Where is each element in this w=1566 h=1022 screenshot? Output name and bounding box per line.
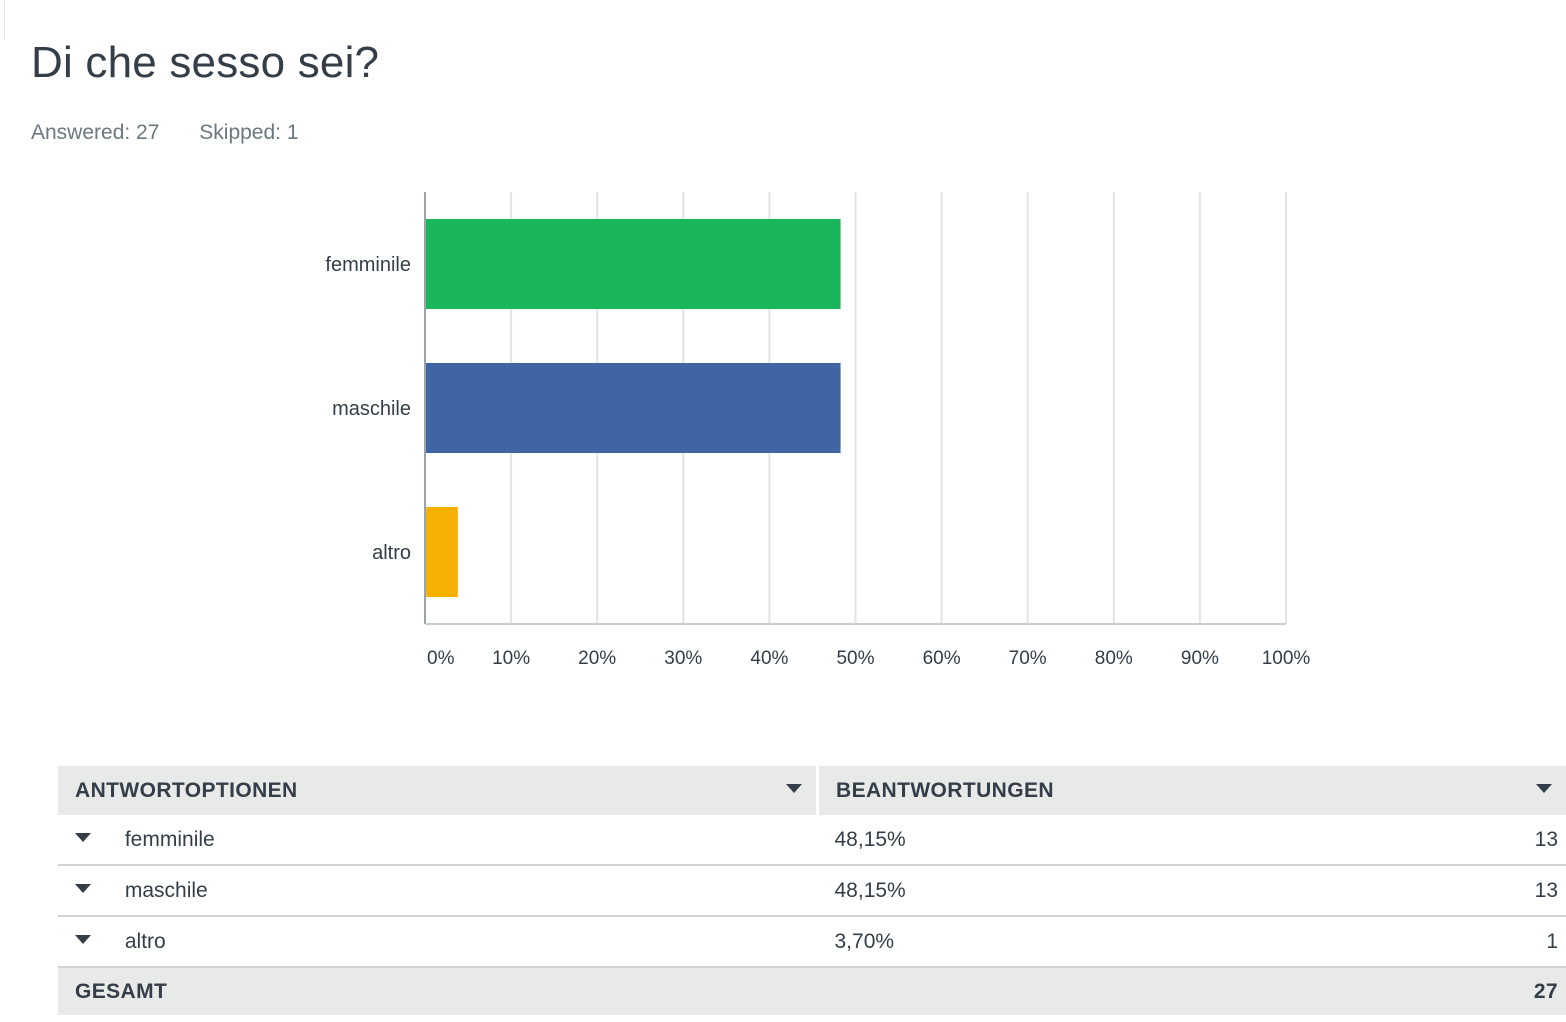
bar-chart: 0% 10% 20% 30% 40% 50% 60% 70% 80% 90% 100% femmini… — [325, 192, 1310, 669]
response-stats: Answered: 27 Skipped: 1 — [31, 121, 333, 145]
response-percent: 3,70% — [834, 929, 895, 953]
x-tick-label: 60% — [923, 648, 961, 669]
expand-caret-icon[interactable] — [75, 935, 91, 945]
table-header-row: ANTWORTOPTIONEN BEANTWORTUNGEN — [58, 766, 1566, 815]
category-label: altro — [372, 542, 411, 564]
table-row: femminile 48,15% 13 — [58, 815, 1566, 866]
skipped-count: Skipped: 1 — [199, 121, 299, 144]
x-tick-label: 40% — [750, 648, 788, 669]
expand-caret-icon[interactable] — [75, 833, 91, 843]
chart-labels: 0% 10% 20% 30% 40% 50% 60% 70% 80% 90% 100% femmini… — [325, 254, 1310, 669]
response-percent: 48,15% — [834, 827, 906, 851]
x-tick-label: 70% — [1009, 648, 1047, 669]
response-cell: 48,15% 13 — [817, 815, 1566, 866]
bar-femminile — [426, 219, 841, 309]
response-count: 1 — [1546, 929, 1558, 953]
answered-count: Answered: 27 — [31, 121, 160, 144]
header-answer-options[interactable]: ANTWORTOPTIONEN — [58, 766, 819, 815]
x-tick-label: 30% — [664, 648, 702, 669]
page-frame — [0, 0, 5, 40]
sort-caret-icon[interactable] — [1536, 784, 1552, 793]
response-percent: 48,15% — [834, 878, 906, 902]
x-tick-label: 100% — [1262, 648, 1311, 669]
table-row: altro 3,70% 1 — [58, 916, 1566, 968]
response-cell: 3,70% 1 — [817, 916, 1566, 968]
option-label: femminile — [124, 827, 215, 851]
category-label: maschile — [332, 398, 411, 420]
total-row: GESAMT 27 — [58, 967, 1566, 1015]
bar-maschile — [426, 363, 841, 453]
response-cell: 48,15% 13 — [817, 865, 1566, 917]
header-responses[interactable]: BEANTWORTUNGEN — [817, 766, 1566, 815]
option-cell: femminile — [58, 815, 818, 866]
table-row: maschile 48,15% 13 — [58, 865, 1566, 917]
chart-axes — [424, 192, 1286, 625]
sort-caret-icon[interactable] — [786, 784, 802, 793]
x-tick-label: 0% — [427, 648, 455, 669]
header-responses-label: BEANTWORTUNGEN — [836, 778, 1054, 802]
x-tick-label: 50% — [836, 648, 874, 669]
x-tick-label: 20% — [578, 648, 616, 669]
question-title: Di che sesso sei? — [31, 38, 380, 87]
option-label: altro — [124, 929, 166, 953]
bar-altro — [426, 507, 458, 597]
x-tick-label: 80% — [1095, 648, 1133, 669]
total-label: GESAMT — [58, 967, 818, 1015]
response-count: 13 — [1534, 878, 1558, 902]
response-count: 13 — [1534, 827, 1558, 851]
category-label: femminile — [325, 254, 411, 276]
chart-bars — [426, 219, 841, 597]
option-label: maschile — [124, 878, 208, 902]
option-cell: maschile — [58, 865, 818, 917]
x-tick-label: 90% — [1181, 648, 1219, 669]
expand-caret-icon[interactable] — [75, 884, 91, 894]
header-answer-options-label: ANTWORTOPTIONEN — [75, 778, 298, 802]
total-count: 27 — [1533, 979, 1558, 1003]
option-cell: altro — [58, 916, 818, 968]
total-cell: 27 — [817, 967, 1566, 1015]
results-table: ANTWORTOPTIONEN BEANTWORTUNGEN femminile… — [58, 766, 1566, 1015]
x-tick-label: 10% — [492, 648, 530, 669]
